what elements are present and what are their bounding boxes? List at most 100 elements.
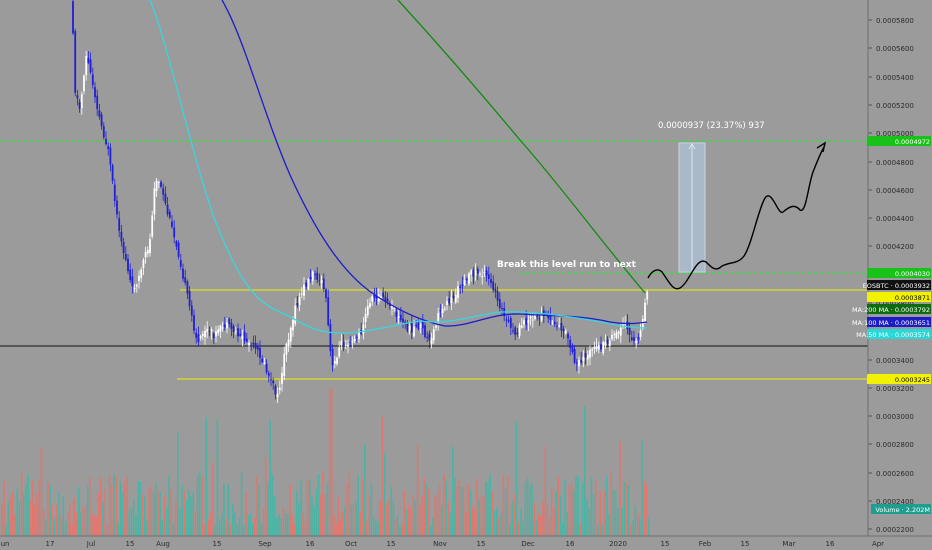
volume-bar bbox=[256, 476, 258, 536]
candle-body bbox=[261, 358, 264, 363]
projection-path[interactable] bbox=[647, 146, 825, 290]
candle-body bbox=[226, 322, 228, 329]
volume-bar bbox=[155, 482, 157, 536]
volume-bar bbox=[93, 515, 95, 536]
volume-bar bbox=[628, 485, 630, 536]
candle-body bbox=[391, 305, 393, 309]
volume-bar bbox=[577, 476, 579, 536]
candle-body bbox=[410, 322, 413, 333]
candle-body bbox=[595, 346, 598, 350]
volume-bar bbox=[229, 523, 232, 536]
candle-body bbox=[404, 321, 407, 324]
volume-bar bbox=[641, 440, 643, 536]
price-label-text: MA:200 MA · 0.0003792 bbox=[852, 306, 930, 314]
candle-body bbox=[190, 305, 193, 316]
time-tick-label: Mar bbox=[782, 540, 795, 548]
volume-bar bbox=[249, 514, 252, 536]
price-label-box bbox=[871, 504, 931, 514]
candle-body bbox=[74, 31, 77, 93]
volume-bar bbox=[608, 514, 610, 536]
candle-body bbox=[105, 138, 107, 145]
volume-bar bbox=[559, 495, 562, 536]
volume-bar bbox=[199, 471, 201, 536]
candle-body bbox=[129, 269, 132, 281]
candle-body bbox=[490, 279, 492, 283]
candle-body bbox=[300, 293, 303, 295]
volume-bar bbox=[146, 520, 148, 536]
volume-bar bbox=[278, 513, 280, 536]
candle-body bbox=[430, 337, 433, 344]
volume-bar bbox=[498, 516, 500, 536]
candlesticks bbox=[72, 0, 649, 403]
volume-bar bbox=[201, 477, 203, 536]
candle-body bbox=[305, 282, 308, 287]
volume-bar bbox=[177, 431, 179, 536]
volume-bar bbox=[282, 507, 285, 536]
candle-body bbox=[578, 359, 580, 367]
candle-body bbox=[232, 326, 235, 332]
volume-bar bbox=[353, 503, 355, 536]
price-tick-label: 0.0005800 bbox=[876, 17, 914, 25]
volume-bar bbox=[300, 480, 302, 536]
volume-bar bbox=[419, 504, 421, 536]
candle-body bbox=[135, 284, 138, 287]
price-tick-label: 0.0004400 bbox=[876, 215, 914, 223]
volume-bar bbox=[243, 525, 245, 536]
candle-body bbox=[474, 270, 477, 276]
candle-body bbox=[294, 305, 297, 324]
volume-bar bbox=[383, 453, 386, 536]
volume-bar bbox=[25, 483, 27, 536]
volume-bar bbox=[58, 491, 60, 536]
volume-bar bbox=[350, 504, 353, 536]
volume-bar bbox=[247, 514, 249, 536]
volume-bar bbox=[405, 509, 408, 536]
volume-bar bbox=[507, 475, 509, 536]
time-tick-label: 16 bbox=[826, 540, 835, 548]
volume-bar bbox=[157, 490, 159, 536]
volume-bar bbox=[408, 504, 410, 536]
candle-body bbox=[120, 231, 123, 242]
candle-body bbox=[184, 277, 187, 283]
projection-arrow-head bbox=[816, 141, 827, 153]
volume-bar bbox=[306, 479, 309, 536]
price-tick-label: 0.0002200 bbox=[876, 526, 914, 534]
candle-body bbox=[443, 308, 446, 310]
candle-body bbox=[344, 344, 347, 347]
time-axis[interactable]: Jun 17 Jul 15 Aug 15 Sep 16 Oct 15 Nov 15 Dec 16 2020 1… bbox=[0, 535, 932, 550]
volume-bar bbox=[482, 496, 485, 536]
candle-body bbox=[571, 346, 574, 353]
candle-body bbox=[278, 387, 281, 390]
volume-bar bbox=[390, 486, 392, 536]
volume-bar bbox=[570, 484, 573, 536]
candle-body bbox=[149, 239, 151, 254]
candle-body bbox=[635, 340, 638, 343]
candle-body bbox=[613, 334, 616, 336]
candle-body bbox=[201, 333, 204, 336]
volume-bar bbox=[287, 513, 289, 536]
candle-body bbox=[89, 59, 92, 73]
volume-bar bbox=[529, 485, 531, 536]
candle-body bbox=[547, 316, 550, 319]
volume-bar bbox=[267, 481, 269, 536]
candle-body bbox=[619, 327, 622, 336]
candle-body bbox=[142, 259, 145, 268]
candle-body bbox=[476, 268, 479, 274]
volume-bar bbox=[337, 497, 340, 536]
price-tick-label: 0.0002400 bbox=[876, 498, 914, 506]
volume-bar bbox=[434, 496, 436, 536]
time-tick-label: Sep bbox=[258, 540, 272, 548]
volume-bar bbox=[397, 515, 399, 536]
candle-body bbox=[454, 294, 457, 303]
candle-body bbox=[584, 353, 587, 358]
volume-bar bbox=[172, 523, 175, 536]
volume-bar bbox=[203, 524, 205, 536]
candle-body bbox=[162, 188, 165, 195]
volume-bar bbox=[258, 485, 260, 536]
volume-bar bbox=[194, 510, 197, 536]
candle-body bbox=[254, 343, 257, 349]
candle-body bbox=[498, 299, 501, 308]
volume-bar bbox=[346, 483, 348, 536]
candle-body bbox=[641, 319, 644, 329]
candle-body bbox=[243, 331, 246, 341]
